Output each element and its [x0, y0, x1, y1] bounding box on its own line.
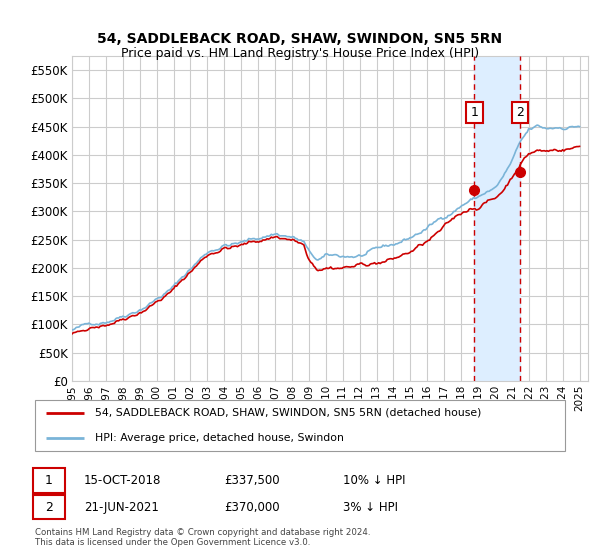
Text: 1: 1	[470, 106, 478, 119]
FancyBboxPatch shape	[35, 400, 565, 451]
FancyBboxPatch shape	[33, 495, 65, 520]
Text: Price paid vs. HM Land Registry's House Price Index (HPI): Price paid vs. HM Land Registry's House …	[121, 46, 479, 60]
Text: Contains HM Land Registry data © Crown copyright and database right 2024.
This d: Contains HM Land Registry data © Crown c…	[35, 528, 371, 547]
Text: 3% ↓ HPI: 3% ↓ HPI	[343, 501, 398, 514]
Text: 10% ↓ HPI: 10% ↓ HPI	[343, 474, 406, 487]
Bar	[475, 56, 520, 381]
Text: £370,000: £370,000	[224, 501, 280, 514]
Text: HPI: Average price, detached house, Swindon: HPI: Average price, detached house, Swin…	[95, 433, 344, 443]
Text: £337,500: £337,500	[224, 474, 280, 487]
Text: 54, SADDLEBACK ROAD, SHAW, SWINDON, SN5 5RN (detached house): 54, SADDLEBACK ROAD, SHAW, SWINDON, SN5 …	[95, 408, 481, 418]
Text: 1: 1	[45, 474, 53, 487]
Text: 21-JUN-2021: 21-JUN-2021	[84, 501, 159, 514]
Text: 2: 2	[45, 501, 53, 514]
Text: 54, SADDLEBACK ROAD, SHAW, SWINDON, SN5 5RN: 54, SADDLEBACK ROAD, SHAW, SWINDON, SN5 …	[97, 32, 503, 46]
Text: 15-OCT-2018: 15-OCT-2018	[84, 474, 161, 487]
Text: 2: 2	[516, 106, 524, 119]
FancyBboxPatch shape	[33, 468, 65, 493]
